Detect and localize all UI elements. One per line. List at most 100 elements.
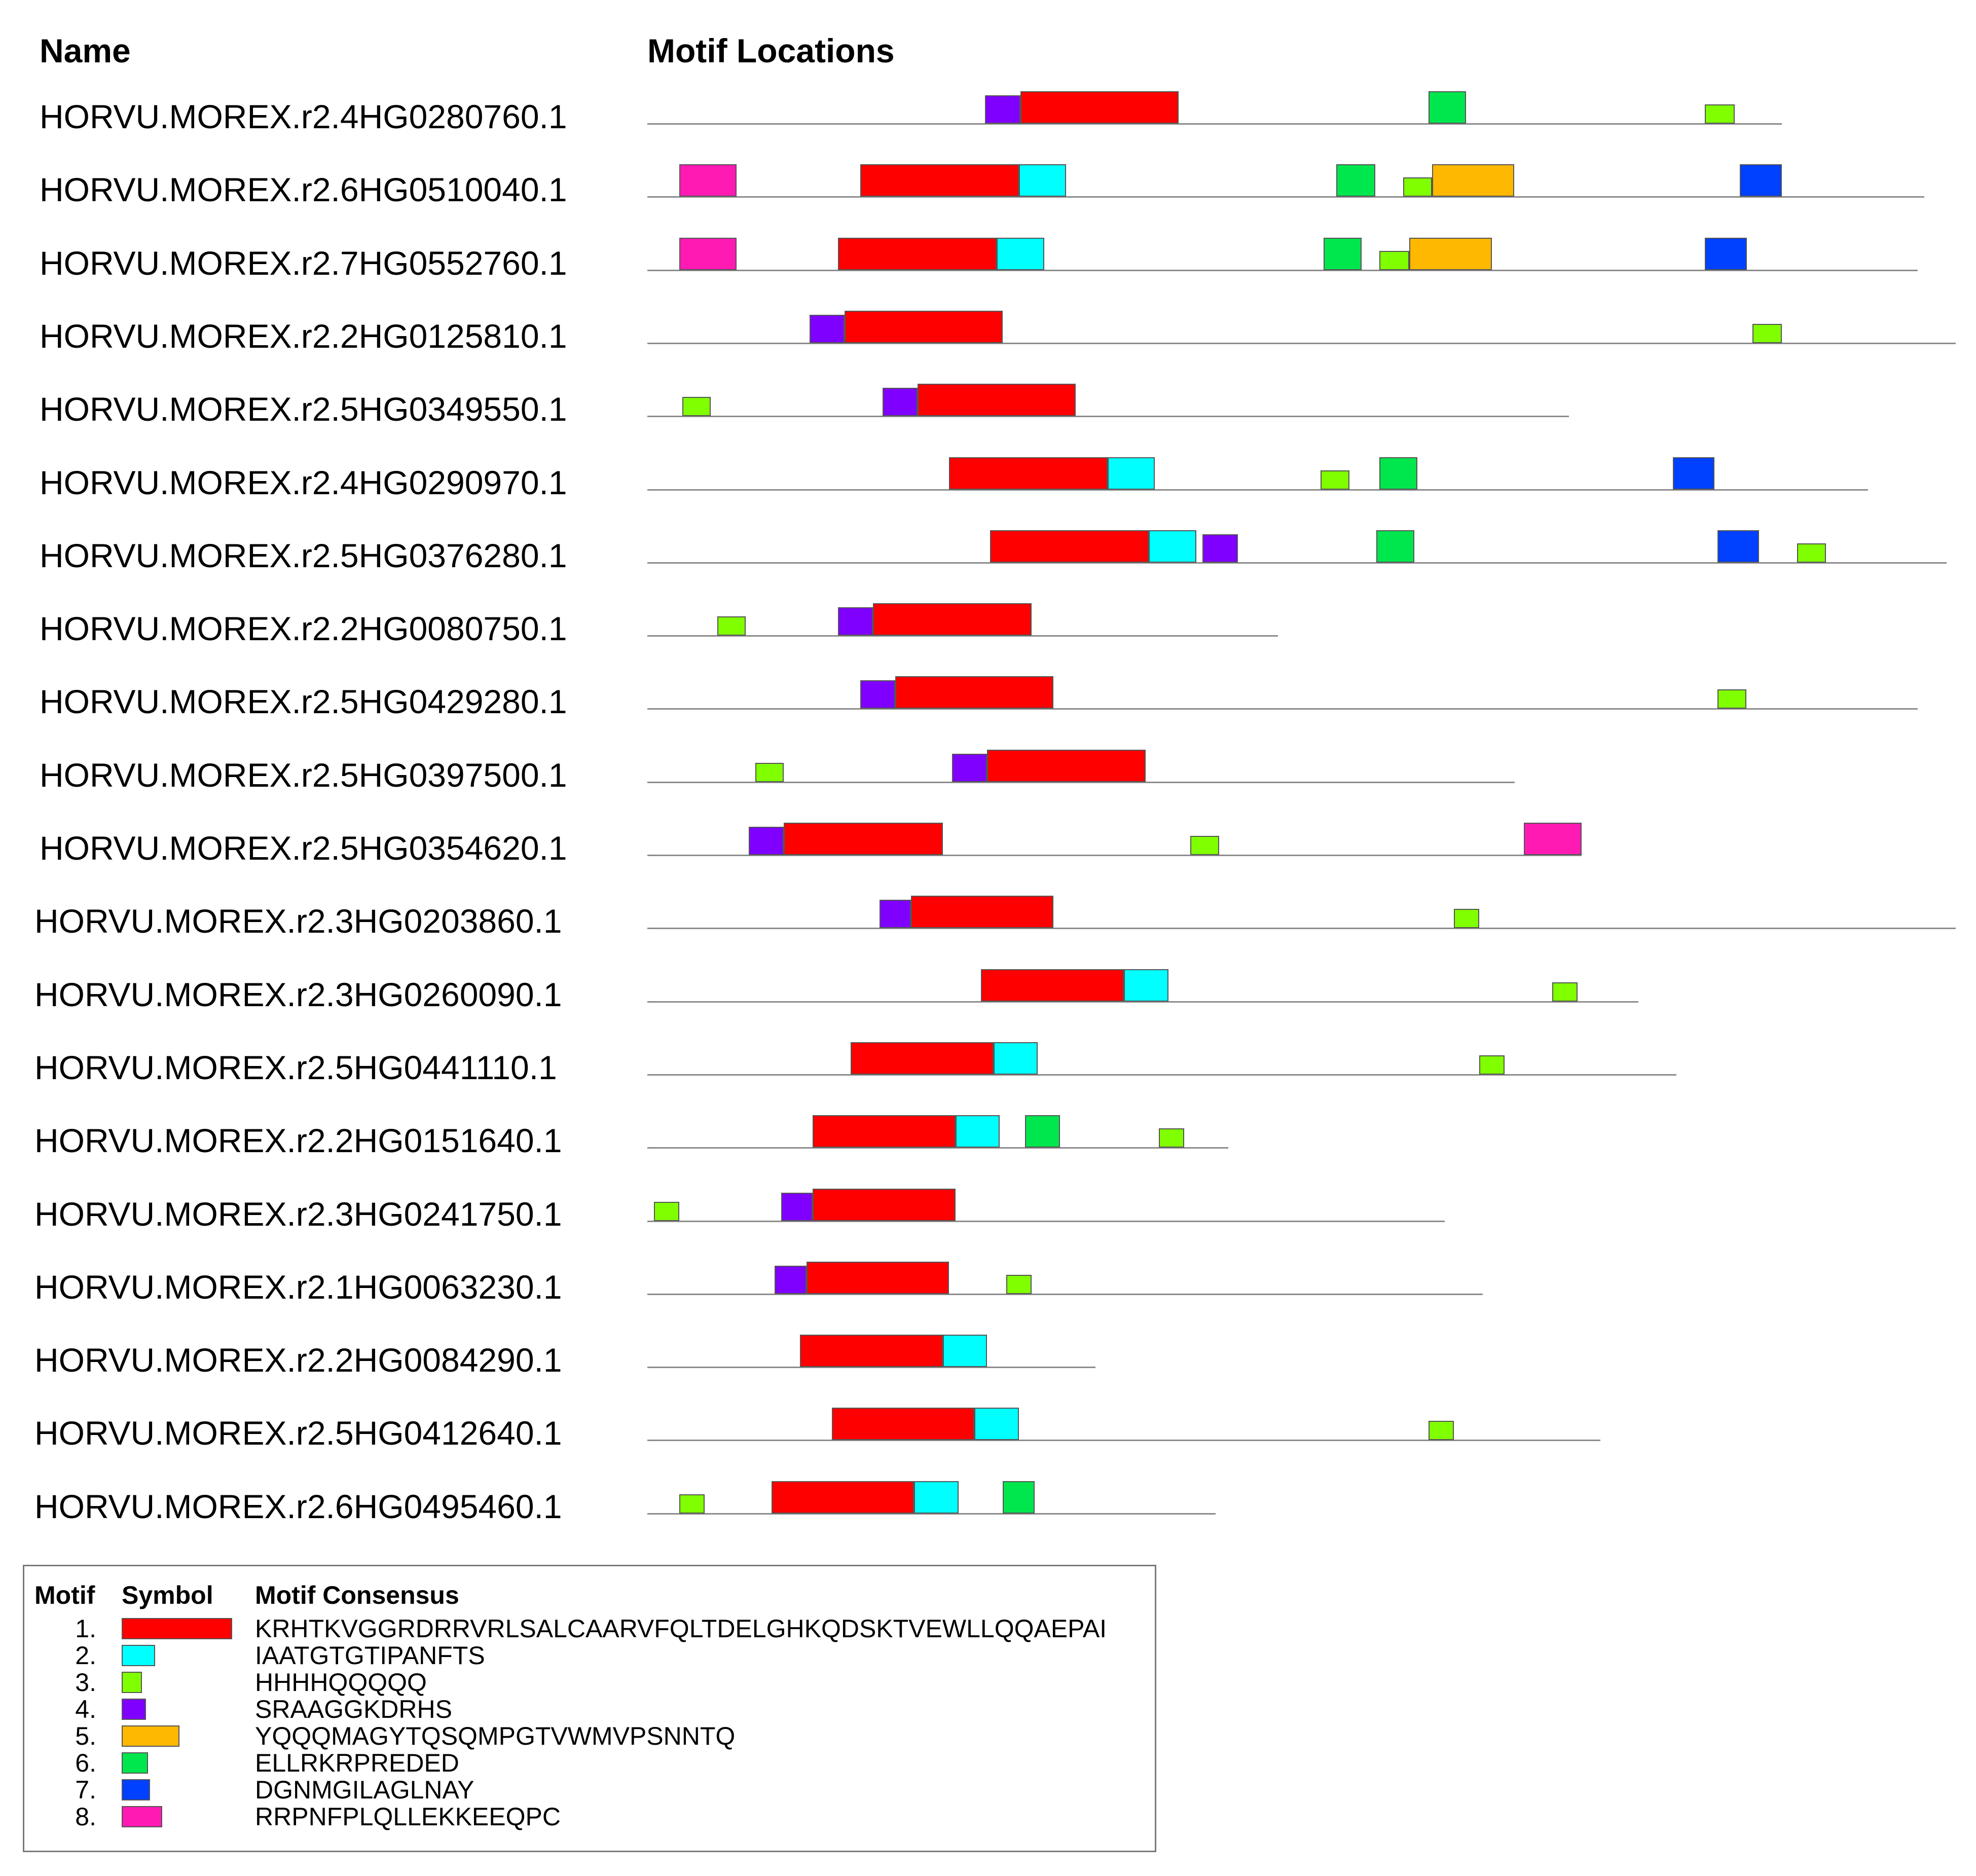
motif-1-block <box>990 530 1149 563</box>
sequence-line <box>647 1001 1638 1003</box>
motif-3-block <box>1717 689 1746 709</box>
motif-3-block <box>1797 543 1826 563</box>
legend-motif-number: 8. <box>75 1803 96 1831</box>
sequence-name: HORVU.MOREX.r2.3HG0241750.1 <box>34 1195 562 1233</box>
motif-7-block <box>1717 530 1759 563</box>
motif-1-block <box>911 896 1054 929</box>
motif-1-block <box>772 1481 914 1514</box>
sequence-name: HORVU.MOREX.r2.6HG0495460.1 <box>34 1487 562 1525</box>
motif-4-block <box>775 1265 807 1294</box>
sequence-line <box>647 1367 1095 1369</box>
sequence-line <box>647 855 1582 856</box>
motif-7-block <box>1672 457 1714 490</box>
legend-motif-header: Motif <box>34 1581 95 1609</box>
sequence-line <box>647 781 1515 783</box>
motif-3-block <box>1006 1274 1032 1294</box>
sequence-name: HORVU.MOREX.r2.1HG0063230.1 <box>34 1268 562 1306</box>
motif-3-block <box>1752 323 1782 343</box>
sequence-name: HORVU.MOREX.r2.5HG0397500.1 <box>40 756 567 794</box>
motif-1-block <box>844 310 1003 343</box>
motif-1-block <box>783 823 943 855</box>
motif-1-block <box>949 457 1108 490</box>
legend-symbol-swatch <box>122 1699 146 1720</box>
legend-motif-consensus: IAATGTGTIPANFTS <box>255 1641 485 1670</box>
motif-1-block <box>980 969 1124 1002</box>
legend-motif-number: 1. <box>75 1614 96 1643</box>
motif-4-block <box>952 753 987 782</box>
motif-2-block <box>974 1408 1019 1441</box>
motif-4-block <box>985 95 1021 124</box>
motif-3-block <box>717 616 746 636</box>
motif-2-block <box>942 1335 987 1368</box>
sequence-name: HORVU.MOREX.r2.5HG0349550.1 <box>40 390 567 428</box>
legend-symbol-swatch <box>122 1618 232 1639</box>
sequence-line <box>647 1220 1445 1222</box>
legend-symbol-swatch <box>122 1806 162 1827</box>
motif-8-block <box>679 237 737 270</box>
sequence-name: HORVU.MOREX.r2.6HG0510040.1 <box>40 171 567 209</box>
motif-8-block <box>679 164 737 197</box>
sequence-name: HORVU.MOREX.r2.3HG0260090.1 <box>34 975 562 1013</box>
sequence-line <box>647 562 1947 564</box>
motif-3-block <box>1479 1055 1505 1075</box>
legend-motif-consensus: RRPNFPLQLLEKKEEQPC <box>255 1803 561 1831</box>
motif-4-block <box>781 1192 813 1221</box>
motif-3-block <box>1379 250 1409 270</box>
motif-3-block <box>679 1494 705 1514</box>
motif-5-block <box>1432 164 1514 197</box>
sequence-line <box>647 1293 1483 1295</box>
motif-1-block <box>917 384 1076 417</box>
motif-8-block <box>1523 823 1582 855</box>
motif-3-block <box>1429 1421 1454 1441</box>
motif-7-block <box>1740 164 1782 197</box>
sequence-line <box>647 269 1918 271</box>
sequence-line <box>647 1513 1216 1515</box>
motif-6-block <box>1429 91 1466 124</box>
sequence-name: HORVU.MOREX.r2.5HG0354620.1 <box>40 829 567 867</box>
motif-2-block <box>1107 457 1155 490</box>
motif-4-block <box>749 827 784 855</box>
motif-2-block <box>1148 530 1196 563</box>
legend-symbol-swatch <box>122 1779 150 1800</box>
motif-1-block <box>800 1335 943 1368</box>
motif-6-block <box>1025 1115 1060 1148</box>
legend-motif-number: 3. <box>75 1668 96 1697</box>
legend-motif-consensus: KRHTKVGGRDRRVRLSALCAARVFQLTDELGHKQDSKTVE… <box>255 1614 1107 1643</box>
motif-3-block <box>1705 104 1735 124</box>
sequence-line <box>647 123 1782 125</box>
motif-6-block <box>1376 530 1414 563</box>
sequence-name: HORVU.MOREX.r2.5HG0441110.1 <box>34 1048 557 1086</box>
motif-2-block <box>1018 164 1067 197</box>
sequence-name: HORVU.MOREX.r2.4HG0290970.1 <box>40 463 567 501</box>
sequence-name: HORVU.MOREX.r2.7HG0552760.1 <box>40 244 567 282</box>
motif-1-block <box>873 603 1032 636</box>
legend-motif-number: 7. <box>75 1776 96 1804</box>
legend-box <box>23 1565 1156 1852</box>
sequence-name: HORVU.MOREX.r2.5HG0376280.1 <box>40 536 567 574</box>
legend-motif-consensus: ELLRKRPREDED <box>255 1749 459 1777</box>
sequence-line <box>647 708 1918 710</box>
motif-5-block <box>1409 237 1492 270</box>
motif-6-block <box>1379 457 1417 490</box>
motif-4-block <box>879 900 911 929</box>
sequence-line <box>647 416 1569 418</box>
sequence-line <box>647 928 1956 930</box>
motif-4-block <box>860 680 895 709</box>
sequence-name: HORVU.MOREX.r2.4HG0280760.1 <box>40 98 567 135</box>
motif-1-block <box>851 1042 994 1075</box>
motif-4-block <box>810 314 845 343</box>
sequence-line <box>647 1440 1600 1442</box>
sequence-line <box>647 1074 1676 1076</box>
motif-3-block <box>1403 177 1432 197</box>
motif-3-block <box>682 397 711 417</box>
legend-symbol-swatch <box>122 1725 179 1747</box>
motif-6-block <box>1323 237 1362 270</box>
motif-4-block <box>838 607 873 636</box>
sequence-name: HORVU.MOREX.r2.3HG0203860.1 <box>34 902 562 940</box>
legend-symbol-swatch <box>122 1752 148 1774</box>
motif-1-block <box>838 237 997 270</box>
motif-1-block <box>831 1408 974 1441</box>
motif-4-block <box>882 388 918 417</box>
motif-2-block <box>993 1042 1038 1075</box>
